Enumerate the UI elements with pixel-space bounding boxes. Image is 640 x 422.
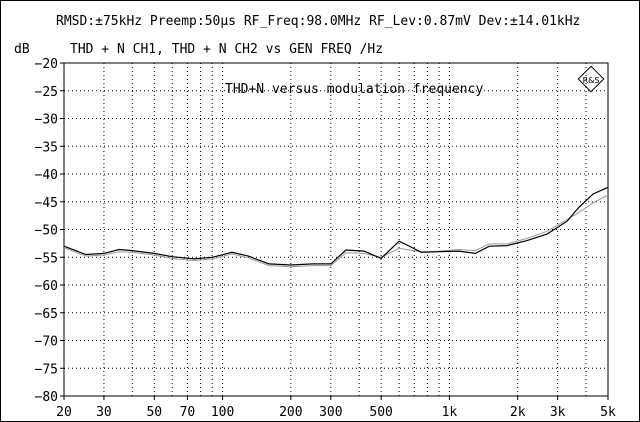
y-tick-label: −25 bbox=[35, 85, 58, 100]
x-tick-labels: 20 30 50 70 100 200 300 500 1k 2k 3k 5k bbox=[56, 396, 616, 420]
y-tick-label: −30 bbox=[35, 113, 58, 128]
series-ch1-line bbox=[63, 186, 609, 266]
y-tick-label: −20 bbox=[35, 57, 58, 72]
y-tick-label: −60 bbox=[35, 279, 58, 294]
y-tick-label: −70 bbox=[35, 335, 58, 350]
x-tick-label: 300 bbox=[319, 405, 342, 420]
y-tick-label: −40 bbox=[35, 168, 58, 183]
logo-text: R&S bbox=[583, 76, 600, 85]
x-tick-label: 50 bbox=[146, 405, 162, 420]
chart-title: THD+N versus modulation frequency bbox=[225, 82, 483, 97]
x-tick-label: 30 bbox=[96, 405, 112, 420]
trace-legend-line: THD + N CH1, THD + N CH2 vs GEN FREQ /Hz bbox=[70, 42, 383, 57]
x-tick-label: 1k bbox=[442, 405, 458, 420]
series-ch2-line bbox=[63, 194, 609, 268]
x-tick-label: 5k bbox=[600, 405, 616, 420]
settings-header: RMSD:±75kHz Preemp:50μs RF_Freq:98.0MHz … bbox=[56, 14, 580, 29]
x-tick-label: 100 bbox=[211, 405, 234, 420]
y-tick-label: −80 bbox=[35, 390, 58, 405]
grid bbox=[64, 63, 608, 396]
x-tick-label: 200 bbox=[279, 405, 302, 420]
series-layer bbox=[63, 186, 609, 268]
y-tick-label: −50 bbox=[35, 224, 58, 239]
y-tick-labels: −20 −25 −30 −35 −40 −45 −50 −55 −60 −65 −70 −75 −80 bbox=[35, 57, 64, 405]
y-unit-label: dB bbox=[14, 42, 30, 57]
y-tick-label: −45 bbox=[35, 196, 58, 211]
x-tick-label: 2k bbox=[510, 405, 526, 420]
x-tick-label: 500 bbox=[369, 405, 392, 420]
rohde-schwarz-diamond-logo: R&S bbox=[577, 65, 605, 93]
y-tick-label: −35 bbox=[35, 140, 58, 155]
x-tick-label: 3k bbox=[550, 405, 566, 420]
x-tick-label: 70 bbox=[180, 405, 196, 420]
y-tick-label: −55 bbox=[35, 251, 58, 266]
y-tick-label: −65 bbox=[35, 307, 58, 322]
y-tick-label: −75 bbox=[35, 362, 58, 377]
x-tick-label: 20 bbox=[56, 405, 72, 420]
